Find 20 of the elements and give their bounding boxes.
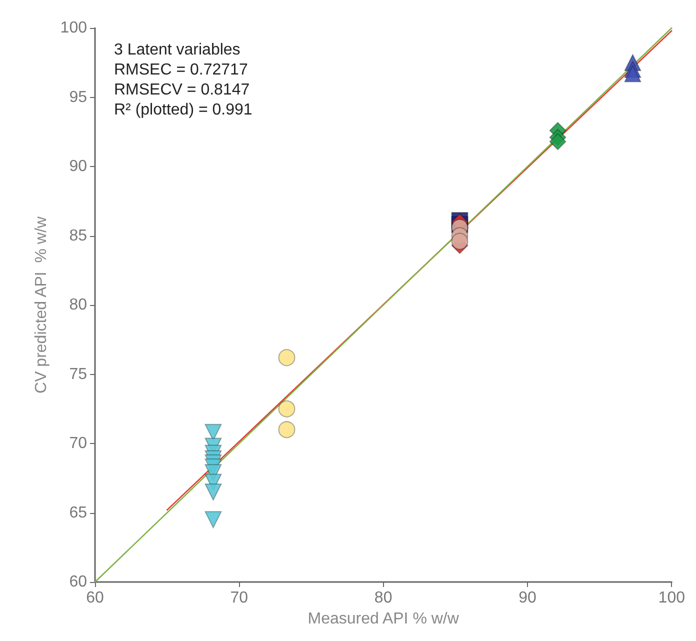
annotation: RMSEC = 0.72717 (114, 62, 248, 78)
y-tick-label: 100 (60, 20, 88, 36)
annotation: RMSECV = 0.8147 (114, 82, 250, 98)
y-tick-label: 85 (69, 227, 88, 244)
y-tick-label: 60 (69, 574, 88, 590)
x-tick-label: 90 (518, 590, 536, 606)
x-tick-label: 80 (374, 590, 392, 606)
y-tick-label: 75 (69, 366, 88, 383)
y-tick-label: 95 (69, 88, 88, 106)
y-tick-label: 90 (69, 158, 88, 175)
annotation: R² (plotted) = 0.991 (114, 102, 252, 118)
y-axis-title: CV predicted API % w/w (32, 216, 50, 394)
x-tick-label: 70 (230, 590, 248, 606)
annotation: 3 Latent variables (114, 42, 240, 58)
y-tick-label: 70 (69, 435, 88, 452)
x-tick-label: 100 (658, 590, 686, 606)
x-tick-label: 60 (86, 590, 104, 606)
y-tick-label: 80 (69, 296, 88, 314)
x-axis-title: Measured API % w/w (308, 610, 460, 628)
y-tick-label: 65 (69, 504, 88, 522)
